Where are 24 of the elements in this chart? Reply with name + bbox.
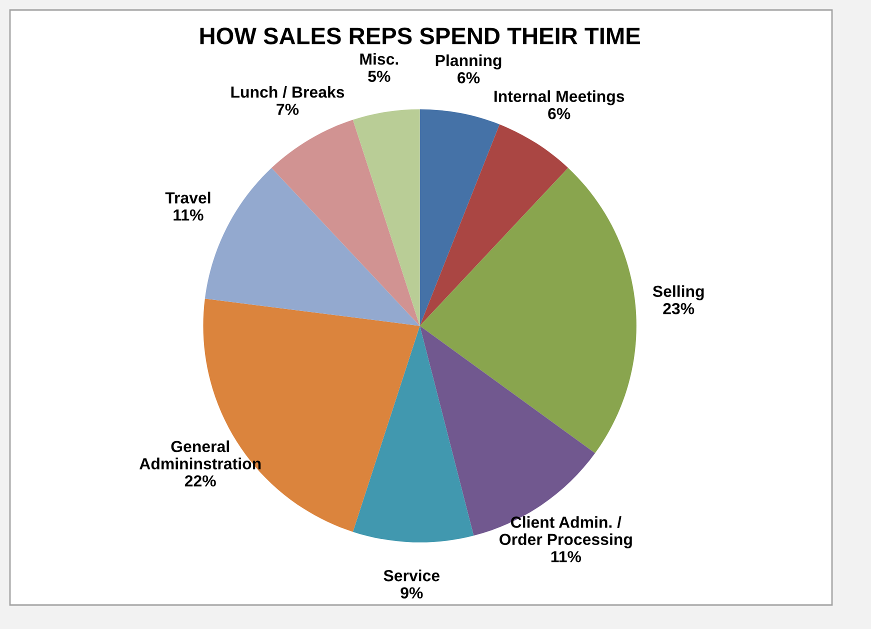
data-label: 6% [458, 72, 480, 84]
pie-slice [420, 109, 500, 326]
pie-slice [420, 168, 636, 454]
data-label: 5% [368, 70, 390, 82]
slice-label: Misc. [360, 53, 398, 65]
data-label: 7% [276, 104, 299, 115]
slice-label: Lunch / Breaks [231, 86, 344, 98]
pie-slice [352, 326, 474, 542]
slice-label: Client Admin. / Order Processing [500, 516, 632, 548]
data-label: 23% [663, 302, 694, 314]
slice-label: Planning [436, 54, 502, 70]
chart-title: HOW SALES REPS SPEND THEIR TIME [200, 28, 640, 44]
slice-label: Selling [652, 285, 704, 300]
pie-slice [272, 120, 420, 326]
slice-label: Service [384, 570, 440, 582]
data-label: 9% [400, 587, 423, 599]
pie-slice [420, 124, 568, 326]
data-label: 11% [551, 551, 582, 562]
data-label: 11% [174, 209, 204, 221]
data-label: 6% [548, 108, 570, 120]
pie-slice [352, 109, 420, 326]
data-label: 22% [184, 475, 216, 487]
slice-label: Travel [165, 192, 210, 204]
slice-label: Internal Meetings [494, 90, 624, 106]
